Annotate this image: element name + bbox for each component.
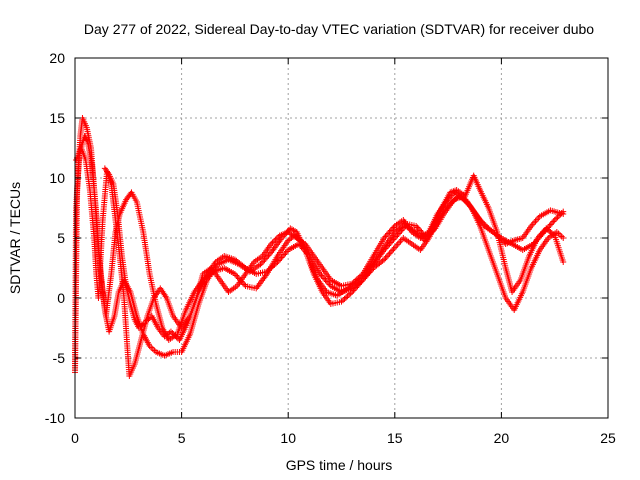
data-point (482, 222, 489, 229)
data-point (494, 232, 501, 239)
data-point (479, 219, 486, 226)
data-point (173, 334, 180, 341)
data-point (550, 231, 557, 238)
data-point (170, 331, 177, 338)
data-point (551, 217, 558, 223)
data-point (560, 259, 567, 265)
data-point (496, 235, 503, 242)
data-point (445, 202, 452, 209)
data-point (273, 235, 280, 242)
data-point (477, 217, 484, 223)
data-point (498, 236, 505, 243)
y-tick-label: 0 (57, 290, 65, 306)
data-point (481, 221, 488, 228)
data-point (484, 224, 491, 230)
data-point (499, 238, 506, 245)
x-tick-label: 25 (600, 430, 616, 446)
data-point (495, 234, 502, 240)
data-point (560, 235, 567, 241)
data-point (450, 198, 457, 204)
y-tick-label: 20 (49, 50, 65, 66)
x-tick-label: 15 (387, 430, 403, 446)
series-4 (101, 165, 567, 343)
y-tick-label: 15 (49, 110, 65, 126)
data-point (492, 231, 499, 238)
y-tick-label: -5 (53, 350, 66, 366)
x-axis-ticks: 0 5 10 15 20 25 (71, 58, 616, 446)
x-tick-label: 20 (494, 430, 510, 446)
x-axis-label: GPS time / hours (286, 457, 393, 473)
data-point (270, 238, 277, 245)
data-point (272, 236, 279, 243)
y-axis-label: SDTVAR / TECUs (7, 182, 23, 294)
y-tick-label: -10 (45, 410, 65, 426)
data-point (169, 330, 176, 336)
y-tick-label: 5 (57, 230, 65, 246)
data-point (448, 199, 455, 206)
data-point (478, 218, 485, 225)
data-point (560, 211, 567, 217)
data-point (268, 241, 275, 247)
data-point (553, 215, 560, 222)
data-point (447, 200, 454, 207)
x-tick-label: 0 (71, 430, 79, 446)
chart-title: Day 277 of 2022, Sidereal Day-to-day VTE… (84, 21, 594, 37)
y-tick-label: 10 (49, 170, 65, 186)
y-axis-ticks: -10 -5 0 5 10 15 20 (45, 50, 608, 426)
x-tick-label: 5 (178, 430, 186, 446)
data-point (167, 328, 174, 335)
data-point (269, 239, 276, 246)
data-point (275, 234, 282, 240)
data-point (172, 332, 179, 339)
x-tick-label: 10 (280, 430, 296, 446)
